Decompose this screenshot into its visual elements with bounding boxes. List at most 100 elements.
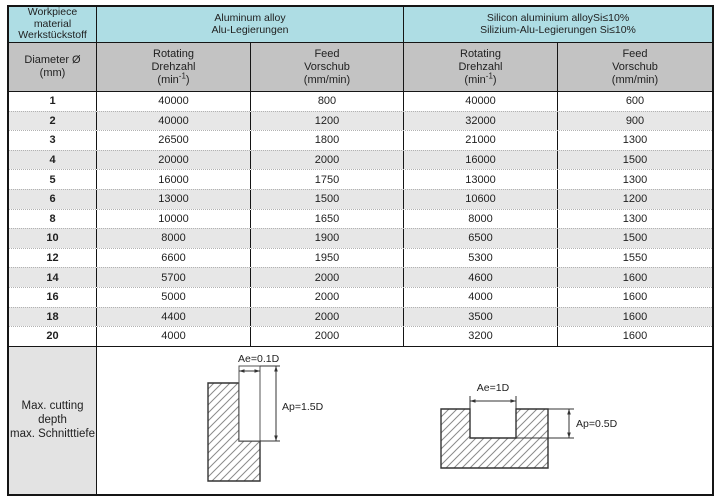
rotating-label-en: Rotating <box>153 47 194 60</box>
si-rpm-value: 3500 <box>404 307 558 327</box>
si-feed-value: 1550 <box>622 252 648 265</box>
max-cutting-depth-section: Max. cutting depth max. Schnitttiefe Ae=… <box>9 345 712 494</box>
diameter-label: Diameter Ø <box>24 54 81 66</box>
si-rpm-value: 40000 <box>404 92 558 111</box>
feed-unit: (mm/min) <box>303 73 351 86</box>
si-feed-value: 1600 <box>622 310 648 323</box>
alu-rpm-value: 4000 <box>97 327 251 346</box>
alu-rpm-value: 20000 <box>97 150 251 170</box>
alu-rpm-value: 5000 <box>97 287 251 307</box>
table-row: 5 16000 1750 13000 1300 <box>9 169 712 189</box>
feed-label-en: Feed <box>314 47 340 60</box>
side-cut-diagram: Ae=0.1D Ap=1.5D <box>207 353 324 482</box>
alu-feed-value: 2000 <box>251 307 404 327</box>
table-row: 20 4000 2000 3200 1600 <box>9 326 712 346</box>
speed-feed-table: Workpiece material Werkstückstoff Alumin… <box>7 5 714 496</box>
workpiece-material-header: Workpiece material Werkstückstoff <box>9 7 97 42</box>
diameter-value: 8 <box>9 209 97 229</box>
alu-rpm-value: 40000 <box>97 111 251 131</box>
rotating-label-en: Rotating <box>460 47 501 60</box>
ae-dimension-label: Ae=1D <box>477 382 510 394</box>
diameter-value: 18 <box>9 307 97 327</box>
silicon-alloy-de: Silizium-Alu-Legierungen Si≤10% <box>480 23 636 36</box>
silicon-aluminium-header: Silicon aluminium alloySi≤10% Silizium-A… <box>404 7 712 42</box>
diameter-value: 1 <box>9 92 97 111</box>
si-rpm-value: 8000 <box>404 209 558 229</box>
alu-feed-value: 1500 <box>251 189 404 209</box>
si-feed-value: 1500 <box>622 154 648 167</box>
ap-dimension-label: Ap=0.5D <box>576 418 618 430</box>
si-rpm-value: 5300 <box>404 248 558 268</box>
diameter-value: 6 <box>9 189 97 209</box>
diameter-value: 20 <box>9 327 97 346</box>
alu-feed-value: 2000 <box>251 150 404 170</box>
table-row: 18 4400 2000 3500 1600 <box>9 306 712 327</box>
tool-cut-rect <box>238 365 261 442</box>
ap-dimension-label: Ap=1.5D <box>282 401 324 413</box>
alu-feed-value: 1800 <box>251 131 404 150</box>
alu-feed-value: 1950 <box>251 248 404 268</box>
diameter-value: 10 <box>9 229 97 248</box>
alu-feed-value: 2000 <box>251 287 404 307</box>
si-rotating-header: Rotating Drehzahl (min-1) <box>404 43 558 91</box>
max-cutting-depth-label: Max. cutting depth max. Schnitttiefe <box>9 346 97 494</box>
table-row: 6 13000 1500 10600 1200 <box>9 188 712 209</box>
aluminum-alloy-en: Aluminum alloy <box>214 12 286 24</box>
si-rpm-value: 13000 <box>404 170 558 189</box>
werkstueckstoff-line: Werkstückstoff <box>18 29 87 42</box>
alu-feed-value: 1750 <box>251 170 404 189</box>
diameter-column-header: Diameter Ø (mm) <box>9 43 97 91</box>
si-feed-value: 1300 <box>622 212 648 225</box>
feed-label-de: Vorschub <box>612 60 658 73</box>
table-row: 3 26500 1800 21000 1300 <box>9 130 712 150</box>
diameter-value: 4 <box>9 150 97 170</box>
si-rpm-value: 3200 <box>404 327 558 346</box>
alu-feed-header: Feed Vorschub (mm/min) <box>251 43 404 91</box>
alu-rpm-value: 6600 <box>97 248 251 268</box>
si-feed-value: 900 <box>625 114 645 127</box>
material-line: material <box>33 17 72 30</box>
si-rpm-value: 10600 <box>404 189 558 209</box>
table-row: 16 5000 2000 4000 1600 <box>9 286 712 307</box>
data-rows: 1 40000 800 40000 600 2 40000 1200 32000… <box>9 92 712 346</box>
schnitttiefe-line: max. Schnitttiefe <box>9 428 95 441</box>
rotating-label-de: Drehzahl <box>458 60 503 73</box>
column-header-row: Diameter Ø (mm) Rotating Drehzahl (min-1… <box>9 43 712 92</box>
rotating-label-de: Drehzahl <box>151 60 196 73</box>
feed-label-de: Vorschub <box>304 60 350 73</box>
material-header-row: Workpiece material Werkstückstoff Alumin… <box>9 7 712 43</box>
alu-rpm-value: 40000 <box>97 92 251 111</box>
si-rpm-value: 16000 <box>404 150 558 170</box>
si-feed-value: 1300 <box>622 134 648 147</box>
table-row: 10 8000 1900 6500 1500 <box>9 228 712 248</box>
si-feed-value: 1200 <box>622 193 648 206</box>
alu-rpm-value: 13000 <box>97 189 251 209</box>
alu-rpm-value: 4400 <box>97 307 251 327</box>
alu-feed-value: 1650 <box>251 209 404 229</box>
ae-dimension-label: Ae=0.1D <box>238 353 280 365</box>
alu-rpm-value: 8000 <box>97 229 251 248</box>
si-rpm-value: 4600 <box>404 268 558 287</box>
si-feed-value: 1500 <box>622 232 648 245</box>
si-feed-value: 1300 <box>622 173 648 186</box>
rotating-unit: (min-1) <box>464 70 497 86</box>
diameter-value: 2 <box>9 111 97 131</box>
workpiece-line: Workpiece <box>27 7 78 19</box>
si-rpm-value: 21000 <box>404 131 558 150</box>
si-rpm-value: 32000 <box>404 111 558 131</box>
alu-feed-value: 2000 <box>251 327 404 346</box>
alu-rpm-value: 16000 <box>97 170 251 189</box>
depth-line: depth <box>38 414 67 427</box>
alu-rpm-value: 26500 <box>97 131 251 150</box>
aluminum-alloy-de: Alu-Legierungen <box>211 23 289 36</box>
slot-cut-diagram: Ae=1D Ap=0.5D <box>440 382 618 469</box>
diameter-value: 16 <box>9 287 97 307</box>
feed-label-en: Feed <box>622 47 648 60</box>
table-row: 8 10000 1650 8000 1300 <box>9 208 712 229</box>
diameter-unit: (mm) <box>39 67 66 79</box>
alu-rpm-value: 10000 <box>97 209 251 229</box>
si-feed-value: 1600 <box>622 291 648 304</box>
alu-feed-value: 1200 <box>251 111 404 131</box>
table-row: 12 6600 1950 5300 1550 <box>9 247 712 268</box>
si-feed-value: 1600 <box>622 330 648 343</box>
